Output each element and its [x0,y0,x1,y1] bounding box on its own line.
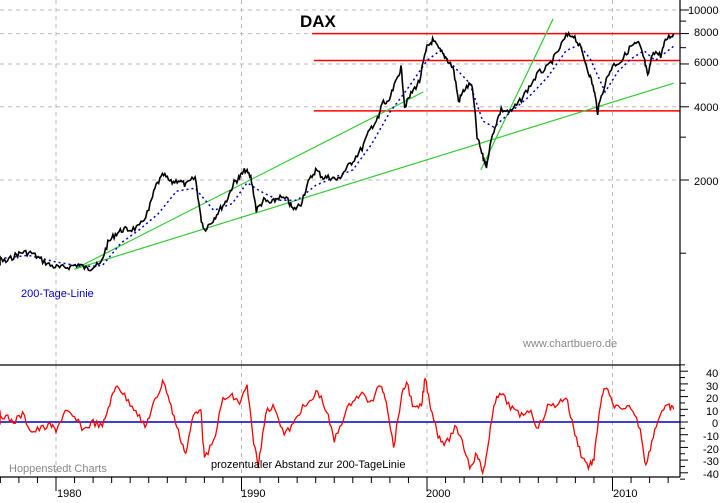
osc-tick-label-minus40: -40 [703,469,719,481]
osc-tick-label-minus30: -30 [703,456,719,468]
oscillator-caption: prozentualer Abstand zur 200-TageLinie [211,459,405,471]
oscillator-line [0,377,675,476]
osc-tick-label-30: 30 [706,381,718,393]
upper-gridlines [0,0,680,365]
osc-tick-label-minus10: -10 [703,431,719,443]
x-axis-ticks [0,477,669,491]
y-tick-label-8000: 8000 [694,27,718,39]
y-tick-label-10000: 10000 [688,5,719,17]
osc-tick-label-20: 20 [706,393,718,405]
x-tick-label-1990: 1990 [241,488,265,500]
osc-tick-label-minus20: -20 [703,444,719,456]
lower-y-axis-ticks [680,364,688,480]
osc-tick-label-0: 0 [712,418,718,430]
moving-average-line [0,43,675,268]
trend-lines [74,18,674,270]
chart-title: DAX [300,12,337,31]
y-tick-label-2000: 2000 [694,176,718,188]
resistance-lines [311,32,680,112]
x-tick-label-2010: 2010 [613,488,637,500]
dax-price-line [0,30,675,272]
source-label: Hoppenstedt Charts [9,463,107,475]
watermark-label: www.chartbuero.de [522,338,617,350]
osc-tick-label-40: 40 [706,368,718,380]
x-tick-label-1980: 1980 [57,488,81,500]
x-tick-label-2000: 2000 [426,488,450,500]
y-tick-label-4000: 4000 [694,102,718,114]
moving-average-label: 200-Tage-Linie [21,288,94,300]
osc-tick-label-10: 10 [706,406,718,418]
upper-y-axis-ticks [680,9,689,254]
y-tick-label-6000: 6000 [694,57,718,69]
